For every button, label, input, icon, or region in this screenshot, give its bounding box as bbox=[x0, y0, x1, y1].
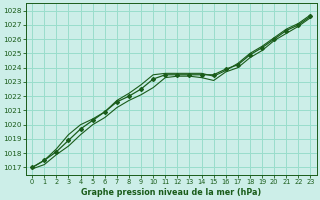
X-axis label: Graphe pression niveau de la mer (hPa): Graphe pression niveau de la mer (hPa) bbox=[81, 188, 261, 197]
